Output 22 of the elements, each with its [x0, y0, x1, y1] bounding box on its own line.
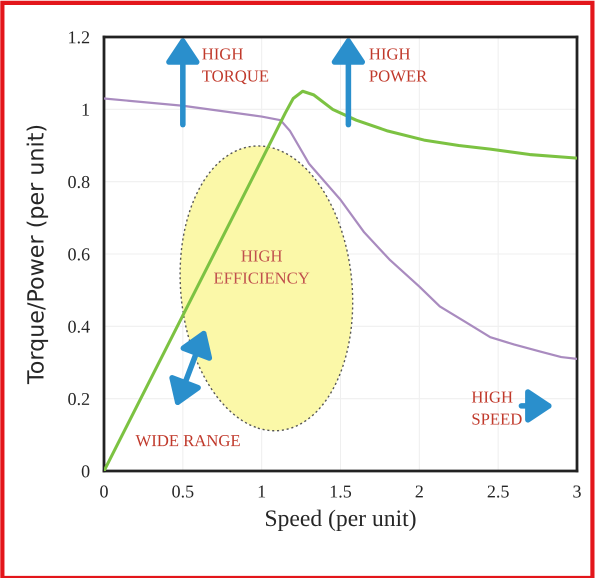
x-tick-label: 2.5 — [488, 485, 509, 498]
x-tick-label: 0.5 — [172, 485, 194, 498]
y-tick-label: 0 — [82, 465, 90, 478]
x-tick-label: 3 — [573, 485, 581, 498]
annotation: HIGH POWER — [369, 48, 428, 82]
y-tick-label: 0.2 — [68, 392, 90, 406]
x-tick-label: 1 — [258, 486, 266, 498]
y-tick-label: 0.8 — [68, 176, 90, 188]
x-tick-label: 2 — [416, 485, 423, 498]
y-tick-label: 1 — [82, 104, 90, 116]
y-tick-label: 1.2 — [69, 31, 90, 44]
annotation: HIGH EFFICIENCY — [214, 250, 310, 284]
x-tick-label: 0 — [100, 485, 108, 498]
x-tick-label: 1.5 — [330, 486, 352, 498]
annotation: HIGH SPEED — [472, 391, 522, 425]
y-axis-title: Torque/Power (per unit) — [26, 126, 48, 384]
y-tick-label: 0.4 — [68, 320, 90, 333]
annotation: HIGH TORQUE — [202, 48, 268, 84]
x-axis-title: Speed (per unit) — [266, 510, 416, 532]
y-tick-label: 0.6 — [68, 248, 90, 261]
line-series — [104, 97, 577, 360]
annotation: WIDE RANGE — [136, 435, 240, 446]
